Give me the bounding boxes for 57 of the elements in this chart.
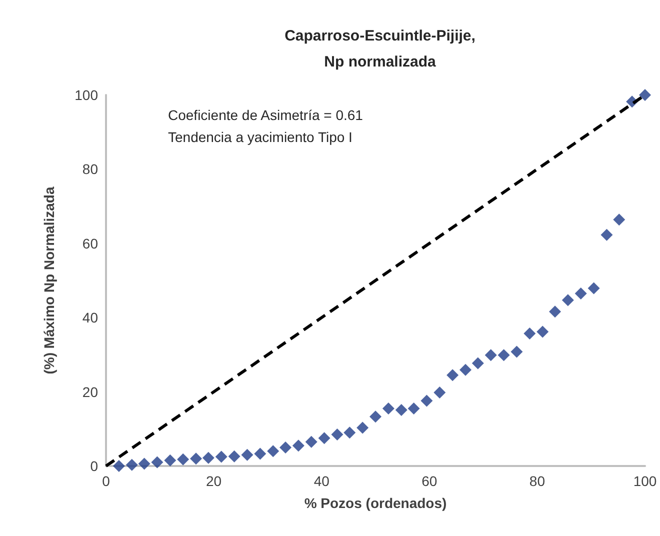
point — [112, 460, 125, 472]
x-tick-label: 100 — [633, 473, 657, 489]
y-tick-label: 60 — [82, 235, 98, 252]
point — [446, 369, 459, 382]
point — [190, 452, 202, 465]
y-tick-label: 0 — [90, 458, 98, 474]
point — [639, 89, 651, 101]
point — [267, 445, 280, 458]
point — [382, 402, 394, 414]
point — [202, 452, 214, 464]
point — [241, 448, 254, 461]
point — [472, 357, 484, 370]
point — [318, 432, 330, 444]
y-tick-label: 40 — [82, 310, 98, 326]
point — [574, 287, 587, 300]
point — [600, 228, 613, 241]
point — [151, 456, 164, 468]
chart-title: Caparroso-Escuintle-Pijije, Np normalizada — [284, 28, 476, 70]
point — [588, 282, 600, 294]
y-tick-label: 100 — [74, 87, 98, 103]
point — [215, 450, 228, 463]
x-axis-title: % Pozos (ordenados) — [304, 495, 447, 511]
point — [138, 458, 150, 470]
point — [331, 428, 344, 440]
point — [524, 328, 536, 340]
point — [305, 436, 318, 448]
point — [613, 214, 626, 226]
point — [536, 326, 549, 338]
point — [279, 441, 292, 454]
x-tick-label: 60 — [422, 473, 438, 489]
point — [356, 422, 369, 434]
point — [510, 346, 523, 358]
point — [228, 450, 240, 462]
point — [484, 349, 497, 362]
point — [292, 440, 304, 452]
point — [164, 454, 176, 466]
point — [562, 294, 574, 306]
annotation: Coeficiente de Asimetría = 0.61 Tendencia a yacimiento Tipo I — [168, 107, 364, 145]
point — [434, 386, 446, 399]
point — [395, 404, 408, 416]
point — [420, 394, 433, 407]
point — [548, 306, 561, 318]
point — [344, 426, 356, 439]
x-tick-label: 0 — [102, 473, 110, 489]
point — [498, 349, 510, 362]
y-tick-label: 80 — [82, 161, 98, 178]
y-axis-title: (%) Máximo Np Normalizada — [41, 186, 57, 374]
point — [370, 410, 382, 423]
x-tick-label: 20 — [206, 473, 222, 489]
point — [177, 453, 190, 466]
point — [254, 448, 266, 460]
point — [408, 402, 420, 414]
point — [460, 364, 472, 376]
point — [126, 458, 138, 471]
x-tick-label: 40 — [314, 473, 330, 489]
y-tick-label: 20 — [82, 384, 98, 400]
x-tick-label: 80 — [529, 473, 546, 489]
